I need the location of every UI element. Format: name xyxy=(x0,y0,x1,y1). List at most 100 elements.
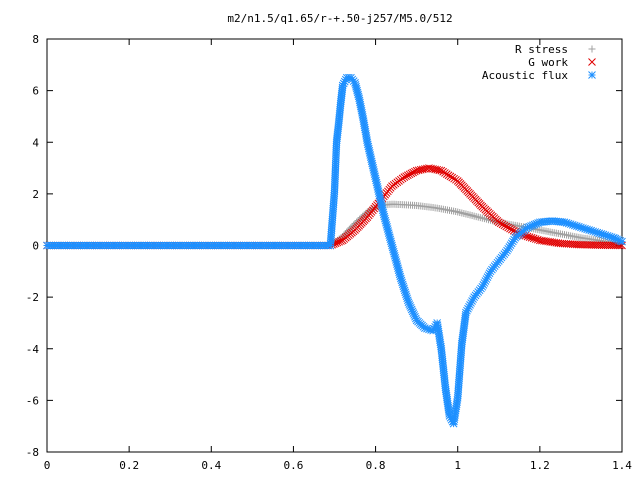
data-point xyxy=(340,77,349,86)
data-point xyxy=(427,326,435,334)
data-point xyxy=(407,305,416,314)
data-point xyxy=(467,299,475,307)
data-point xyxy=(613,235,621,244)
data-point xyxy=(395,268,403,277)
data-point xyxy=(392,258,401,266)
data-point xyxy=(482,275,491,283)
data-point xyxy=(575,222,583,231)
data-point xyxy=(352,84,361,93)
data-point xyxy=(591,228,600,236)
y-tick-labels: -8 -6 -4 -2 0 2 4 6 8 xyxy=(26,33,40,459)
data-point xyxy=(385,233,394,242)
data-point xyxy=(383,223,391,231)
data-point xyxy=(400,284,408,293)
data-point xyxy=(618,241,626,250)
x-tick-label: 1 xyxy=(454,459,461,472)
data-point xyxy=(599,230,608,239)
data-point xyxy=(396,274,405,283)
data-point xyxy=(581,224,589,233)
data-point xyxy=(387,237,395,246)
data-point xyxy=(523,223,532,232)
data-point xyxy=(401,288,410,297)
data-point xyxy=(356,215,364,223)
data-point xyxy=(570,221,579,230)
data-point xyxy=(609,233,618,242)
data-point xyxy=(407,303,415,312)
data-point xyxy=(435,166,444,175)
data-point xyxy=(390,249,399,258)
data-point xyxy=(381,214,389,223)
data-point xyxy=(502,222,511,231)
data-point xyxy=(397,276,406,285)
data-point xyxy=(579,224,587,232)
data-point xyxy=(354,92,363,101)
data-point xyxy=(464,304,472,313)
legend-label-acoustic-flux: Acoustic flux xyxy=(482,69,568,82)
data-point xyxy=(593,228,602,237)
data-point xyxy=(528,221,537,230)
data-point xyxy=(391,254,400,262)
legend-markers xyxy=(588,45,596,79)
y-tick-label: 8 xyxy=(32,33,39,46)
data-point xyxy=(479,281,488,289)
data-point xyxy=(527,222,535,230)
data-point xyxy=(484,271,493,280)
x-tick-label: 0.2 xyxy=(119,459,139,472)
data-point xyxy=(478,282,487,291)
y-tick-label: -6 xyxy=(26,394,39,407)
data-point xyxy=(411,312,419,321)
data-point xyxy=(409,309,418,317)
data-point xyxy=(403,296,412,305)
data-point xyxy=(462,308,470,317)
series-2 xyxy=(43,73,626,428)
data-point xyxy=(394,264,402,273)
data-point xyxy=(388,241,396,250)
data-point xyxy=(485,269,494,278)
data-point xyxy=(605,232,614,241)
data-point xyxy=(383,225,392,233)
data-point xyxy=(425,325,433,334)
data-point xyxy=(341,75,350,84)
data-point xyxy=(351,80,360,89)
legend-label-g-work: G work xyxy=(528,56,568,69)
data-point xyxy=(402,290,410,299)
data-point xyxy=(469,295,477,303)
data-point xyxy=(390,251,399,260)
data-point xyxy=(589,227,598,236)
data-point xyxy=(494,218,503,227)
data-point xyxy=(463,306,471,315)
data-point xyxy=(601,231,610,240)
data-point xyxy=(354,217,362,225)
data-point xyxy=(381,216,390,225)
data-point xyxy=(411,314,420,323)
data-point xyxy=(421,324,429,332)
legend-marker-0 xyxy=(588,45,596,53)
data-point xyxy=(616,237,625,245)
data-point xyxy=(603,231,612,240)
data-point xyxy=(384,227,393,235)
data-point xyxy=(391,256,400,264)
data-point xyxy=(385,231,394,240)
y-tick-label: -8 xyxy=(26,446,39,459)
data-point xyxy=(577,223,585,232)
data-point xyxy=(585,226,593,234)
data-point xyxy=(396,272,405,281)
y-tick-label: 0 xyxy=(32,240,39,253)
data-point xyxy=(389,247,398,256)
data-point xyxy=(408,307,417,316)
data-point xyxy=(531,235,540,243)
axis-ticks xyxy=(46,38,623,453)
data-point xyxy=(468,297,476,305)
data-point xyxy=(403,294,412,303)
data-point xyxy=(611,234,620,243)
x-tick-label: 0.6 xyxy=(283,459,303,472)
data-point xyxy=(496,219,505,228)
data-point xyxy=(595,229,604,238)
data-point xyxy=(399,282,408,291)
data-point xyxy=(566,220,575,229)
legend-marker-2 xyxy=(588,71,596,79)
legend-label-r-stress: R stress xyxy=(515,43,568,56)
data-point xyxy=(527,233,536,242)
data-point xyxy=(587,226,596,235)
